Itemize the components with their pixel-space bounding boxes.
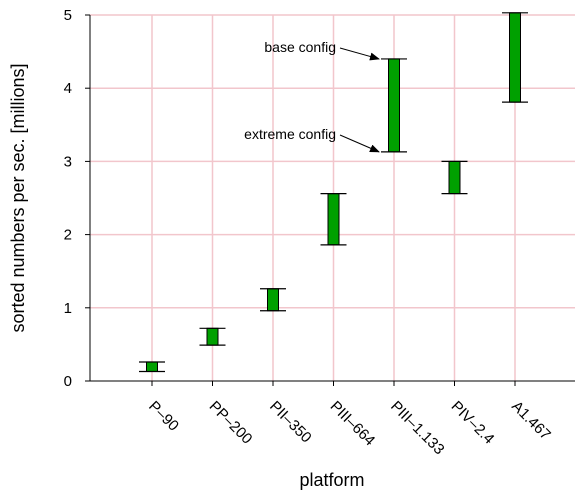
x-tick-labels: P–90 PP–200 PII–350 PIII–664 PIII–1.133 PIV–2… <box>145 381 554 458</box>
x-tick-label: A1.467 <box>508 398 554 444</box>
y-tick-label: 3 <box>64 153 72 170</box>
x-tick-label: PIV–2.4 <box>448 398 498 448</box>
y-tick-label: 4 <box>64 80 72 97</box>
x-tick-label: PIII–664 <box>327 398 379 450</box>
y-tick-label: 5 <box>64 7 72 24</box>
range-bar <box>509 12 521 103</box>
y-tick-label: 2 <box>64 227 72 244</box>
annotations: base config extreme config <box>244 39 380 153</box>
range-bar <box>388 58 400 153</box>
range-bar <box>448 160 461 195</box>
range-bar <box>327 193 340 246</box>
y-tick-labels: 0 1 2 3 4 5 <box>64 7 90 390</box>
y-tick-label: 1 <box>64 300 72 317</box>
range-bar <box>267 288 279 312</box>
range-bars <box>139 12 528 373</box>
annotation-label: base config <box>264 39 336 55</box>
annotation-label: extreme config <box>244 126 336 142</box>
y-axis-title: sorted numbers per sec. [millions] <box>8 63 28 332</box>
annotation-arrow <box>339 134 380 153</box>
x-tick-label: PP–200 <box>206 398 256 448</box>
y-tick-label: 0 <box>64 373 72 390</box>
x-tick-label: PIII–1.133 <box>387 398 447 458</box>
range-bar <box>146 361 158 372</box>
range-bar <box>206 327 219 346</box>
annotation-arrow <box>339 47 380 61</box>
x-tick-label: P–90 <box>145 398 182 435</box>
x-tick-label: PII–350 <box>266 398 315 447</box>
x-axis-title: platform <box>299 470 364 490</box>
axes <box>89 15 575 382</box>
